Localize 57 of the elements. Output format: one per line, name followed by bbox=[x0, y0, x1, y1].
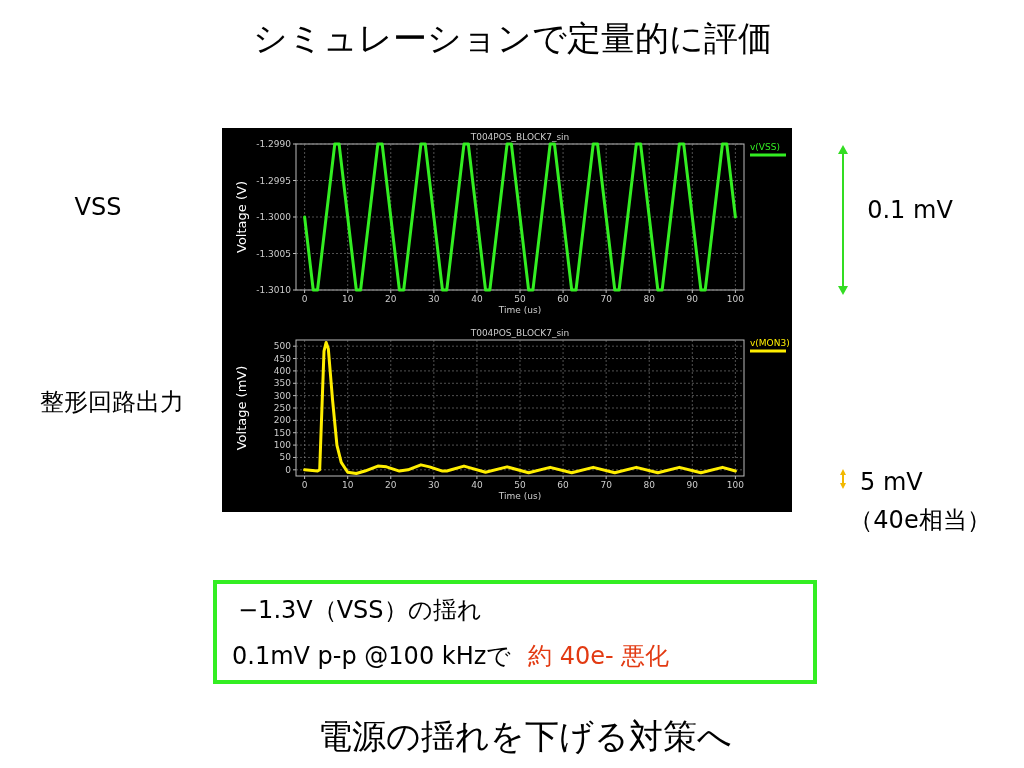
x-tick-label: 80 bbox=[643, 294, 656, 304]
x-tick-label: 40 bbox=[471, 480, 483, 490]
x-tick-label: 100 bbox=[726, 294, 745, 304]
text: 約 40e- 悪化 bbox=[528, 642, 670, 670]
y-tick-label: 500 bbox=[273, 341, 292, 352]
x-tick-label: 70 bbox=[600, 294, 613, 304]
y-tick-label: 100 bbox=[273, 440, 292, 451]
x-tick-label: 50 bbox=[514, 480, 526, 490]
text: VSS bbox=[74, 193, 122, 221]
text: −1.3V（VSS）の揺れ bbox=[238, 596, 482, 624]
x-tick-label: 60 bbox=[557, 294, 570, 304]
x-tick-label: 20 bbox=[385, 294, 397, 304]
x-tick-label: 10 bbox=[341, 294, 354, 304]
x-tick-label: 30 bbox=[428, 480, 440, 490]
y-tick-label: 400 bbox=[273, 365, 292, 376]
text: 0.1 mV bbox=[867, 196, 954, 224]
text: 5 mV bbox=[860, 468, 924, 496]
chart-title: T004POS_BLOCK7_sin bbox=[469, 328, 570, 338]
x-tick-label: 0 bbox=[301, 294, 308, 304]
x-tick-label: 100 bbox=[726, 480, 745, 490]
text: （40e相当） bbox=[849, 506, 991, 534]
x-tick-label: 60 bbox=[557, 480, 570, 490]
y-axis-title: Voltage (mV) bbox=[234, 365, 249, 451]
y-tick-label: -1.3000 bbox=[256, 212, 292, 222]
y-tick-label: 250 bbox=[273, 403, 292, 413]
x-tick-label: 50 bbox=[514, 294, 526, 304]
x-tick-label: 10 bbox=[341, 480, 354, 490]
text: v(MON3) bbox=[750, 338, 790, 348]
y-axis-title: Voltage (V) bbox=[234, 181, 249, 253]
text: シミュレーションで定量的に評価 bbox=[252, 18, 772, 58]
y-tick-label: 50 bbox=[279, 452, 292, 463]
x-tick-label: 20 bbox=[385, 480, 397, 490]
text: 電源の揺れを下げる対策へ bbox=[318, 716, 732, 756]
y-tick-label: 150 bbox=[273, 427, 292, 438]
x-tick-label: 70 bbox=[600, 480, 613, 490]
y-tick-label: -1.2990 bbox=[256, 139, 292, 149]
x-tick-label: 90 bbox=[686, 294, 699, 304]
line-series bbox=[303, 340, 737, 476]
x-tick-label: 0 bbox=[301, 480, 308, 490]
y-tick-label: -1.2995 bbox=[256, 175, 291, 186]
text: v(VSS) bbox=[750, 142, 780, 152]
x-tick-label: 80 bbox=[643, 480, 656, 490]
x-axis-title: Time (us) bbox=[497, 491, 542, 501]
text: 0.1mV p-p @100 kHzで bbox=[232, 642, 512, 670]
y-tick-label: 300 bbox=[273, 390, 292, 401]
chart-title: T004POS_BLOCK7_sin bbox=[469, 132, 570, 142]
y-tick-label: 0 bbox=[285, 464, 292, 475]
y-tick-label: 200 bbox=[273, 415, 292, 426]
x-tick-label: 30 bbox=[428, 294, 440, 304]
x-tick-label: 40 bbox=[471, 294, 483, 304]
y-tick-label: -1.3010 bbox=[256, 285, 292, 295]
text: 整形回路出力 bbox=[40, 388, 184, 416]
x-axis-title: Time (us) bbox=[497, 305, 542, 315]
y-tick-label: 350 bbox=[273, 378, 292, 389]
x-tick-label: 90 bbox=[686, 480, 699, 490]
y-tick-label: 450 bbox=[273, 353, 292, 364]
y-tick-label: -1.3005 bbox=[256, 248, 291, 259]
